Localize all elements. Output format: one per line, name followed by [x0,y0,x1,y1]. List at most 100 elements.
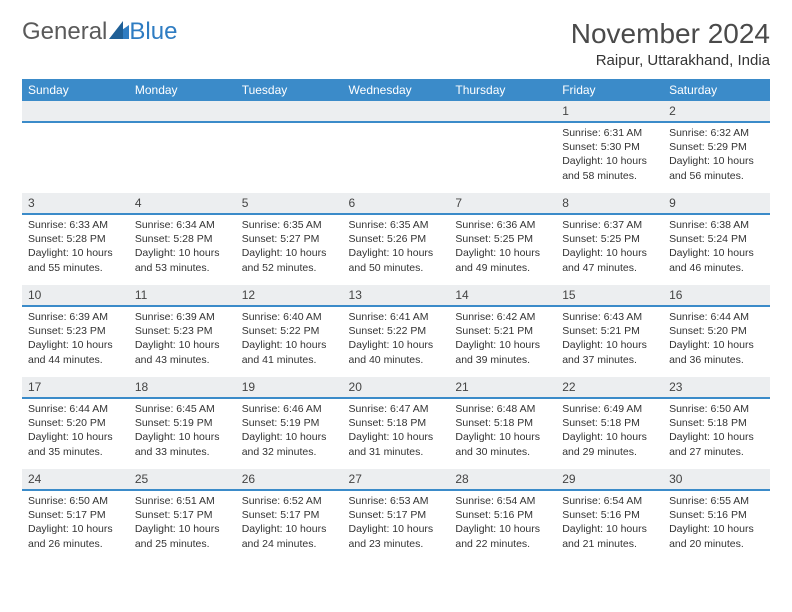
daylight: Daylight: 10 hours and 29 minutes. [562,430,657,458]
day-cell-30: 30Sunrise: 6:55 AMSunset: 5:16 PMDayligh… [663,469,770,561]
day-header-row: SundayMondayTuesdayWednesdayThursdayFrid… [22,79,770,101]
day-number: 11 [129,285,236,307]
sunrise: Sunrise: 6:37 AM [562,218,657,232]
sunset: Sunset: 5:27 PM [242,232,337,246]
sunset: Sunset: 5:17 PM [242,508,337,522]
daylight: Daylight: 10 hours and 35 minutes. [28,430,123,458]
sunrise: Sunrise: 6:32 AM [669,126,764,140]
day-cell-5: 5Sunrise: 6:35 AMSunset: 5:27 PMDaylight… [236,193,343,285]
day-cell-26: 26Sunrise: 6:52 AMSunset: 5:17 PMDayligh… [236,469,343,561]
day-header: Wednesday [343,79,450,101]
day-cell-27: 27Sunrise: 6:53 AMSunset: 5:17 PMDayligh… [343,469,450,561]
day-header: Sunday [22,79,129,101]
day-body: Sunrise: 6:40 AMSunset: 5:22 PMDaylight:… [236,307,343,370]
day-body: Sunrise: 6:46 AMSunset: 5:19 PMDaylight:… [236,399,343,462]
logo-text-1: General [22,18,107,46]
daylight: Daylight: 10 hours and 40 minutes. [349,338,444,366]
day-number: 25 [129,469,236,491]
day-cell-11: 11Sunrise: 6:39 AMSunset: 5:23 PMDayligh… [129,285,236,377]
daylight: Daylight: 10 hours and 24 minutes. [242,522,337,550]
sunset: Sunset: 5:20 PM [669,324,764,338]
sunset: Sunset: 5:23 PM [28,324,123,338]
sunrise: Sunrise: 6:44 AM [28,402,123,416]
day-cell-25: 25Sunrise: 6:51 AMSunset: 5:17 PMDayligh… [129,469,236,561]
day-body: Sunrise: 6:42 AMSunset: 5:21 PMDaylight:… [449,307,556,370]
sunrise: Sunrise: 6:39 AM [28,310,123,324]
sunset: Sunset: 5:18 PM [349,416,444,430]
daylight: Daylight: 10 hours and 22 minutes. [455,522,550,550]
daylight: Daylight: 10 hours and 46 minutes. [669,246,764,274]
daylight: Daylight: 10 hours and 52 minutes. [242,246,337,274]
day-body: Sunrise: 6:51 AMSunset: 5:17 PMDaylight:… [129,491,236,554]
week-row: 10Sunrise: 6:39 AMSunset: 5:23 PMDayligh… [22,285,770,377]
sunset: Sunset: 5:24 PM [669,232,764,246]
day-number: 18 [129,377,236,399]
day-number: 6 [343,193,450,215]
sunset: Sunset: 5:21 PM [455,324,550,338]
day-body: Sunrise: 6:50 AMSunset: 5:17 PMDaylight:… [22,491,129,554]
sunset: Sunset: 5:20 PM [28,416,123,430]
sunset: Sunset: 5:22 PM [242,324,337,338]
sunset: Sunset: 5:17 PM [349,508,444,522]
sunrise: Sunrise: 6:51 AM [135,494,230,508]
day-cell-28: 28Sunrise: 6:54 AMSunset: 5:16 PMDayligh… [449,469,556,561]
sunset: Sunset: 5:26 PM [349,232,444,246]
empty-num-strip [129,101,236,123]
daylight: Daylight: 10 hours and 21 minutes. [562,522,657,550]
day-number: 10 [22,285,129,307]
day-body: Sunrise: 6:39 AMSunset: 5:23 PMDaylight:… [22,307,129,370]
daylight: Daylight: 10 hours and 50 minutes. [349,246,444,274]
sunset: Sunset: 5:16 PM [669,508,764,522]
empty-num-strip [236,101,343,123]
title-block: November 2024 Raipur, Uttarakhand, India [571,18,770,69]
calendar-page: GeneralBlue November 2024 Raipur, Uttara… [0,0,792,579]
empty-num-strip [449,101,556,123]
daylight: Daylight: 10 hours and 39 minutes. [455,338,550,366]
daylight: Daylight: 10 hours and 53 minutes. [135,246,230,274]
header: GeneralBlue November 2024 Raipur, Uttara… [22,18,770,69]
sunset: Sunset: 5:28 PM [135,232,230,246]
daylight: Daylight: 10 hours and 27 minutes. [669,430,764,458]
sunrise: Sunrise: 6:55 AM [669,494,764,508]
day-header: Friday [556,79,663,101]
sunrise: Sunrise: 6:53 AM [349,494,444,508]
sunrise: Sunrise: 6:41 AM [349,310,444,324]
daylight: Daylight: 10 hours and 47 minutes. [562,246,657,274]
day-number: 22 [556,377,663,399]
day-body: Sunrise: 6:44 AMSunset: 5:20 PMDaylight:… [22,399,129,462]
sunset: Sunset: 5:25 PM [562,232,657,246]
sunrise: Sunrise: 6:38 AM [669,218,764,232]
day-number: 28 [449,469,556,491]
week-row: 1Sunrise: 6:31 AMSunset: 5:30 PMDaylight… [22,101,770,193]
calendar-table: SundayMondayTuesdayWednesdayThursdayFrid… [22,79,770,561]
week-row: 17Sunrise: 6:44 AMSunset: 5:20 PMDayligh… [22,377,770,469]
sunset: Sunset: 5:16 PM [455,508,550,522]
day-cell-24: 24Sunrise: 6:50 AMSunset: 5:17 PMDayligh… [22,469,129,561]
daylight: Daylight: 10 hours and 23 minutes. [349,522,444,550]
day-number: 19 [236,377,343,399]
day-cell-7: 7Sunrise: 6:36 AMSunset: 5:25 PMDaylight… [449,193,556,285]
sunrise: Sunrise: 6:43 AM [562,310,657,324]
day-number: 14 [449,285,556,307]
day-number: 5 [236,193,343,215]
day-number: 21 [449,377,556,399]
day-body: Sunrise: 6:52 AMSunset: 5:17 PMDaylight:… [236,491,343,554]
sunrise: Sunrise: 6:48 AM [455,402,550,416]
day-body: Sunrise: 6:49 AMSunset: 5:18 PMDaylight:… [556,399,663,462]
sunset: Sunset: 5:23 PM [135,324,230,338]
daylight: Daylight: 10 hours and 55 minutes. [28,246,123,274]
day-number: 1 [556,101,663,123]
daylight: Daylight: 10 hours and 58 minutes. [562,154,657,182]
sunrise: Sunrise: 6:44 AM [669,310,764,324]
daylight: Daylight: 10 hours and 33 minutes. [135,430,230,458]
sunrise: Sunrise: 6:34 AM [135,218,230,232]
sunrise: Sunrise: 6:45 AM [135,402,230,416]
sunset: Sunset: 5:19 PM [242,416,337,430]
day-cell-4: 4Sunrise: 6:34 AMSunset: 5:28 PMDaylight… [129,193,236,285]
day-cell-8: 8Sunrise: 6:37 AMSunset: 5:25 PMDaylight… [556,193,663,285]
sunrise: Sunrise: 6:31 AM [562,126,657,140]
day-cell-14: 14Sunrise: 6:42 AMSunset: 5:21 PMDayligh… [449,285,556,377]
day-cell-20: 20Sunrise: 6:47 AMSunset: 5:18 PMDayligh… [343,377,450,469]
sunset: Sunset: 5:29 PM [669,140,764,154]
daylight: Daylight: 10 hours and 32 minutes. [242,430,337,458]
